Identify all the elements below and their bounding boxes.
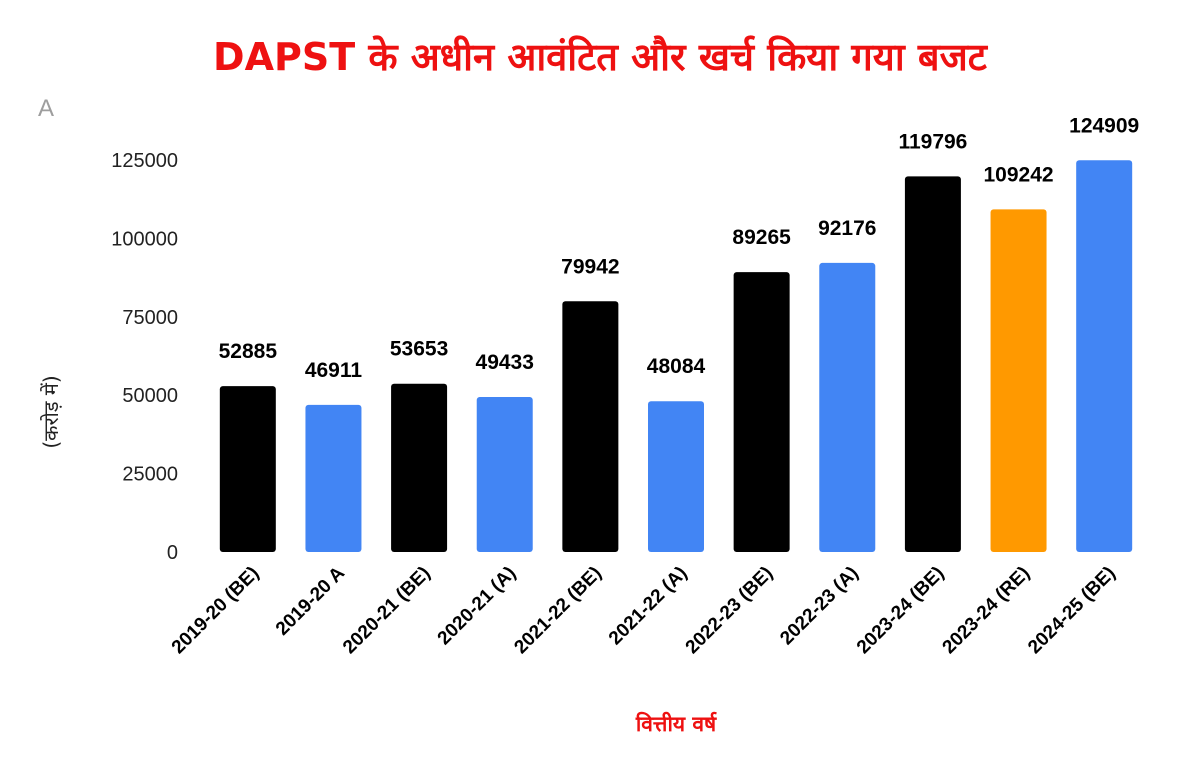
- y-tick-label: 0: [167, 542, 178, 564]
- data-label: 53653: [390, 338, 448, 361]
- y-tick-label: 50000: [122, 385, 178, 407]
- data-label: 48084: [647, 355, 706, 378]
- y-tick-label: 100000: [111, 228, 178, 250]
- y-tick-label: 75000: [122, 307, 178, 329]
- y-axis-label: (करोड़ में): [39, 375, 63, 448]
- data-label: 46911: [305, 359, 363, 382]
- bar: [990, 209, 1047, 552]
- data-label: 124909: [1069, 114, 1139, 137]
- data-label: 119796: [898, 130, 967, 153]
- y-tick-label: 25000: [122, 464, 178, 486]
- chart-title: DAPST के अधीन आवंटित और खर्च किया गया बज…: [213, 35, 989, 79]
- x-tick-label: 2022-23 (BE): [682, 563, 778, 659]
- bar: [219, 386, 276, 552]
- x-tick-label: 2021-22 (A): [605, 563, 692, 650]
- data-label: 52885: [219, 340, 278, 363]
- y-tick-label: 125000: [111, 150, 178, 172]
- bar: [733, 272, 790, 552]
- x-tick-label: 2020-21 (BE): [339, 563, 435, 659]
- bar: [819, 262, 876, 552]
- corner-label: A: [38, 95, 54, 122]
- x-tick-label: 2024-25 (BE): [1024, 563, 1120, 659]
- bar: [648, 401, 704, 552]
- x-tick-label: 2023-24 (BE): [853, 563, 949, 659]
- x-axis-label: वित्तीय वर्ष: [635, 711, 717, 736]
- data-label: 89265: [732, 226, 791, 249]
- bar: [1076, 160, 1133, 552]
- y-axis: 0 25000 50000 75000 100000 125000: [111, 150, 178, 564]
- x-tick-label: 2020-21 (A): [434, 563, 521, 650]
- data-label: 109242: [984, 163, 1054, 186]
- bar: [562, 301, 619, 552]
- bar: [904, 176, 961, 552]
- x-tick-label: 2021-22 (BE): [510, 563, 606, 659]
- data-label: 49433: [476, 351, 534, 374]
- bar: [305, 404, 362, 552]
- x-tick-label: 2019-20 A: [272, 562, 349, 639]
- data-label: 92176: [818, 217, 876, 240]
- bar: [391, 383, 448, 552]
- data-labels: 52885 46911 53653 49433 79942 48084 89265 92176…: [219, 114, 1140, 382]
- x-tick-label: 2022-23 (A): [776, 563, 863, 650]
- x-tick-label: 2019-20 (BE): [168, 563, 264, 659]
- x-tick-label: 2023-24 (RE): [939, 563, 1035, 659]
- data-label: 79942: [561, 255, 619, 278]
- bar: [476, 396, 533, 552]
- bars: [219, 160, 1133, 552]
